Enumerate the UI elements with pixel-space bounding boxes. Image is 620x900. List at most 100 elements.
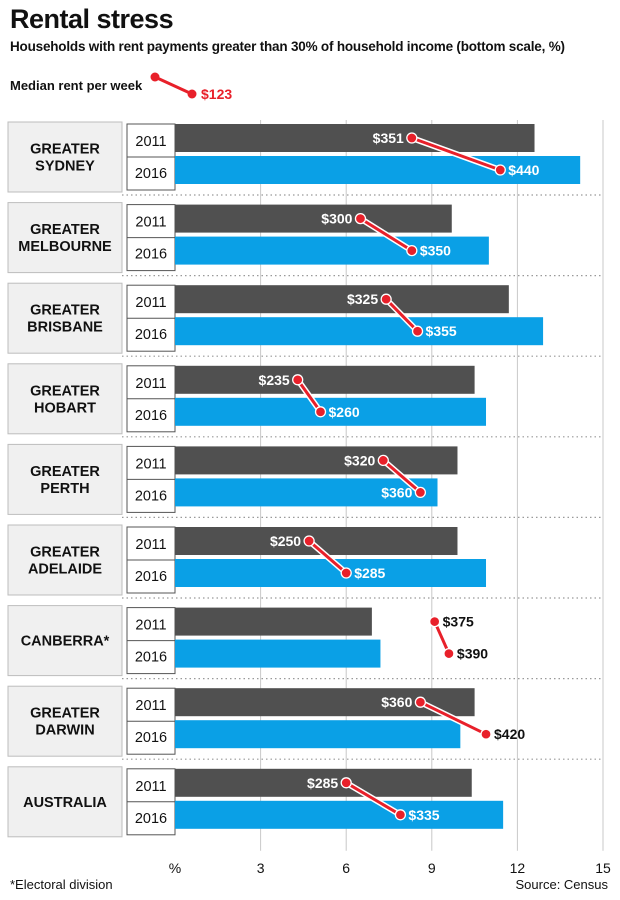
rent-connector-greater-sydney	[411, 136, 501, 172]
rent-label-greater-darwin-2016: $420	[494, 726, 525, 742]
bar-greater-sydney-2011	[175, 124, 535, 152]
rent-dot-canberra-2016	[443, 647, 455, 660]
region-label-greater-darwin: DARWIN	[35, 723, 94, 739]
rent-label-greater-perth-2016: $360	[381, 484, 412, 500]
rent-connector-greater-brisbane	[385, 298, 419, 333]
rent-dot-greater-hobart-2016	[314, 406, 327, 418]
x-tick-label: 3	[257, 860, 265, 876]
year-label-2011: 2011	[135, 376, 166, 392]
region-label-greater-brisbane: BRISBANE	[27, 320, 103, 336]
rent-dot-greater-perth-2016	[414, 486, 427, 499]
rent-dot-australia-2011	[340, 777, 352, 789]
region-panel-canberra	[7, 605, 123, 677]
rent-connector-greater-perth	[382, 459, 422, 494]
year-label-2011: 2011	[135, 698, 166, 714]
year-label-2016: 2016	[135, 730, 167, 746]
x-tick-label: 6	[342, 860, 350, 876]
year-label-2011: 2011	[135, 618, 166, 634]
rent-dot-greater-melbourne-2011	[354, 212, 367, 225]
rent-connector-greater-adelaide	[308, 539, 348, 575]
rent-label-greater-sydney-2016: $440	[508, 162, 539, 178]
rent-label-canberra-2011: $375	[443, 614, 474, 630]
region-panel-greater-perth	[7, 443, 123, 515]
bar-greater-melbourne-2011	[175, 204, 452, 233]
legend-sample-value: $123	[201, 86, 232, 102]
rent-dot-greater-darwin-2011	[414, 696, 427, 708]
region-label-greater-adelaide: ADELAIDE	[28, 562, 102, 578]
region-label-greater-brisbane: GREATER	[30, 303, 100, 319]
rent-dot-greater-brisbane-2011	[380, 293, 392, 305]
rent-connector-greater-hobart	[296, 378, 322, 413]
year-label-2016: 2016	[135, 327, 167, 343]
year-label-2011: 2011	[135, 295, 166, 311]
rent-dot-australia-2016	[394, 809, 407, 821]
year-label-2016: 2016	[135, 488, 167, 504]
rent-label-greater-adelaide-2016: $285	[354, 565, 385, 581]
bar-australia-2016	[175, 800, 504, 829]
region-label-canberra: CANBERRA*	[21, 634, 110, 650]
bar-greater-sydney-2016	[175, 156, 581, 184]
bar-greater-darwin-2011	[175, 688, 475, 717]
source-note: Source: Census	[515, 877, 609, 892]
region-label-greater-adelaide: GREATER	[30, 545, 100, 561]
rent-label-greater-sydney-2011: $351	[373, 130, 404, 146]
region-panel-greater-melbourne	[7, 202, 123, 274]
rent-label-greater-melbourne-2011: $300	[321, 211, 352, 227]
rent-label-australia-2016: $335	[408, 807, 439, 823]
year-label-2011: 2011	[135, 215, 166, 231]
rent-label-australia-2011: $285	[307, 775, 338, 791]
rent-connector-australia	[345, 781, 402, 817]
region-label-greater-sydney: SYDNEY	[35, 159, 95, 175]
region-panel-greater-adelaide	[7, 524, 123, 596]
rent-connector-greater-melbourne	[359, 217, 413, 252]
rent-label-greater-melbourne-2016: $350	[420, 243, 451, 259]
region-label-greater-perth: PERTH	[40, 481, 89, 497]
legend-dot-start	[150, 72, 160, 82]
region-label-greater-melbourne: MELBOURNE	[18, 239, 112, 255]
legend-connector	[154, 75, 193, 96]
bar-greater-darwin-2016	[175, 720, 461, 749]
bar-greater-adelaide-2016	[175, 559, 487, 587]
rent-dot-greater-melbourne-2016	[406, 244, 418, 257]
legend-label: Median rent per week	[10, 78, 143, 93]
year-label-2016: 2016	[135, 408, 167, 424]
rent-label-greater-brisbane-2011: $325	[347, 291, 378, 307]
rent-dot-greater-adelaide-2016	[340, 567, 352, 579]
x-tick-label: 12	[510, 860, 526, 876]
footnote: *Electoral division	[10, 877, 113, 892]
legend-dot-end	[187, 89, 197, 99]
x-tick-label: 15	[595, 860, 611, 876]
rent-label-greater-darwin-2011: $360	[381, 694, 412, 710]
bar-greater-melbourne-2016	[175, 236, 489, 265]
bar-greater-brisbane-2016	[175, 317, 544, 346]
region-label-greater-sydney: GREATER	[30, 142, 100, 158]
year-label-2016: 2016	[135, 811, 167, 827]
bar-australia-2011	[175, 768, 472, 797]
region-label-greater-darwin: GREATER	[30, 706, 100, 722]
region-panel-greater-hobart	[7, 363, 123, 435]
region-label-greater-perth: GREATER	[30, 464, 100, 480]
year-label-2016: 2016	[135, 650, 167, 666]
rent-label-greater-hobart-2016: $260	[329, 404, 360, 420]
region-panel-australia	[7, 766, 123, 838]
region-label-greater-hobart: GREATER	[30, 383, 100, 399]
bar-greater-perth-2016	[175, 478, 438, 507]
rent-dot-greater-hobart-2011	[292, 374, 304, 386]
bar-canberra-2011	[175, 607, 372, 636]
region-label-greater-melbourne: GREATER	[30, 222, 100, 238]
x-axis-unit: %	[169, 860, 181, 876]
rent-dot-canberra-2011	[429, 615, 441, 628]
year-label-2016: 2016	[135, 166, 167, 182]
chart-subtitle: Households with rent payments greater th…	[10, 39, 565, 54]
bar-greater-hobart-2011	[175, 365, 475, 394]
region-label-australia: AUSTRALIA	[23, 795, 107, 811]
region-panel-greater-brisbane	[7, 282, 123, 354]
rent-dot-greater-perth-2011	[377, 454, 389, 467]
rent-dot-greater-sydney-2016	[494, 164, 506, 176]
region-label-greater-hobart: HOBART	[34, 400, 96, 416]
rent-dot-greater-brisbane-2016	[411, 325, 424, 337]
bar-greater-brisbane-2011	[175, 285, 509, 314]
year-label-2011: 2011	[135, 456, 166, 472]
chart-title: Rental stress	[10, 4, 174, 34]
